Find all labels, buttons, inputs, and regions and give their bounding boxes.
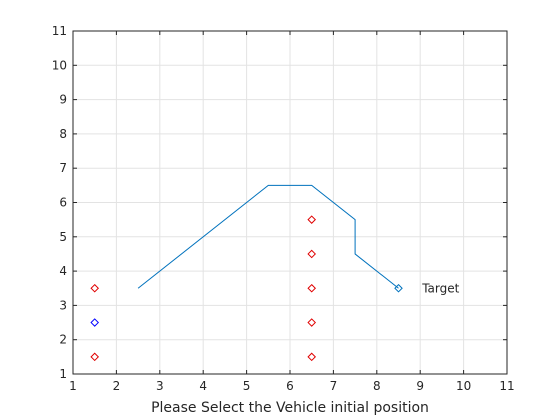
x-tick-label: 3 — [156, 379, 164, 393]
x-tick-label: 8 — [373, 379, 381, 393]
annotations: Target — [421, 281, 459, 295]
vehicle-marker — [90, 318, 100, 327]
obstacle-marker — [307, 249, 317, 259]
obstacle-marker — [307, 215, 317, 224]
obstacle-marker — [307, 318, 317, 327]
y-tick-label: 10 — [52, 58, 67, 72]
axes — [72, 30, 508, 375]
x-tick-label: 10 — [456, 379, 471, 393]
series-layer — [90, 184, 403, 362]
x-tick-label: 9 — [416, 379, 424, 393]
x-tick-label: 5 — [243, 379, 251, 393]
x-tick-labels: 1 2 3 4 5 6 7 8 9 10 11 — [69, 379, 514, 393]
y-tick-label: 8 — [59, 127, 67, 141]
x-tick-label: 4 — [199, 379, 207, 393]
obstacle-marker — [90, 352, 100, 362]
obstacle-marker — [307, 283, 317, 293]
target-marker — [394, 283, 403, 293]
obstacle-marker — [307, 352, 317, 362]
y-tick-label: 6 — [59, 196, 67, 210]
y-tick-label: 9 — [59, 93, 67, 107]
x-tick-label: 11 — [499, 379, 514, 393]
y-tick-label: 1 — [59, 367, 67, 381]
y-tick-label: 11 — [52, 24, 67, 38]
y-tick-label: 5 — [59, 230, 67, 244]
y-tick-label: 4 — [59, 264, 67, 278]
x-tick-label: 6 — [286, 379, 294, 393]
x-tick-label: 7 — [330, 379, 338, 393]
path-line — [137, 184, 399, 289]
x-tick-label: 2 — [113, 379, 121, 393]
x-tick-label: 1 — [69, 379, 77, 393]
y-tick-label: 3 — [59, 298, 67, 312]
y-tick-label: 7 — [59, 161, 67, 175]
x-axis-label: Please Select the Vehicle initial positi… — [151, 400, 429, 416]
target-label: Target — [421, 281, 459, 295]
y-tick-label: 2 — [59, 333, 67, 347]
y-tick-labels: 1 2 3 4 5 6 7 8 9 10 11 — [52, 24, 67, 381]
obstacle-marker — [90, 283, 100, 293]
